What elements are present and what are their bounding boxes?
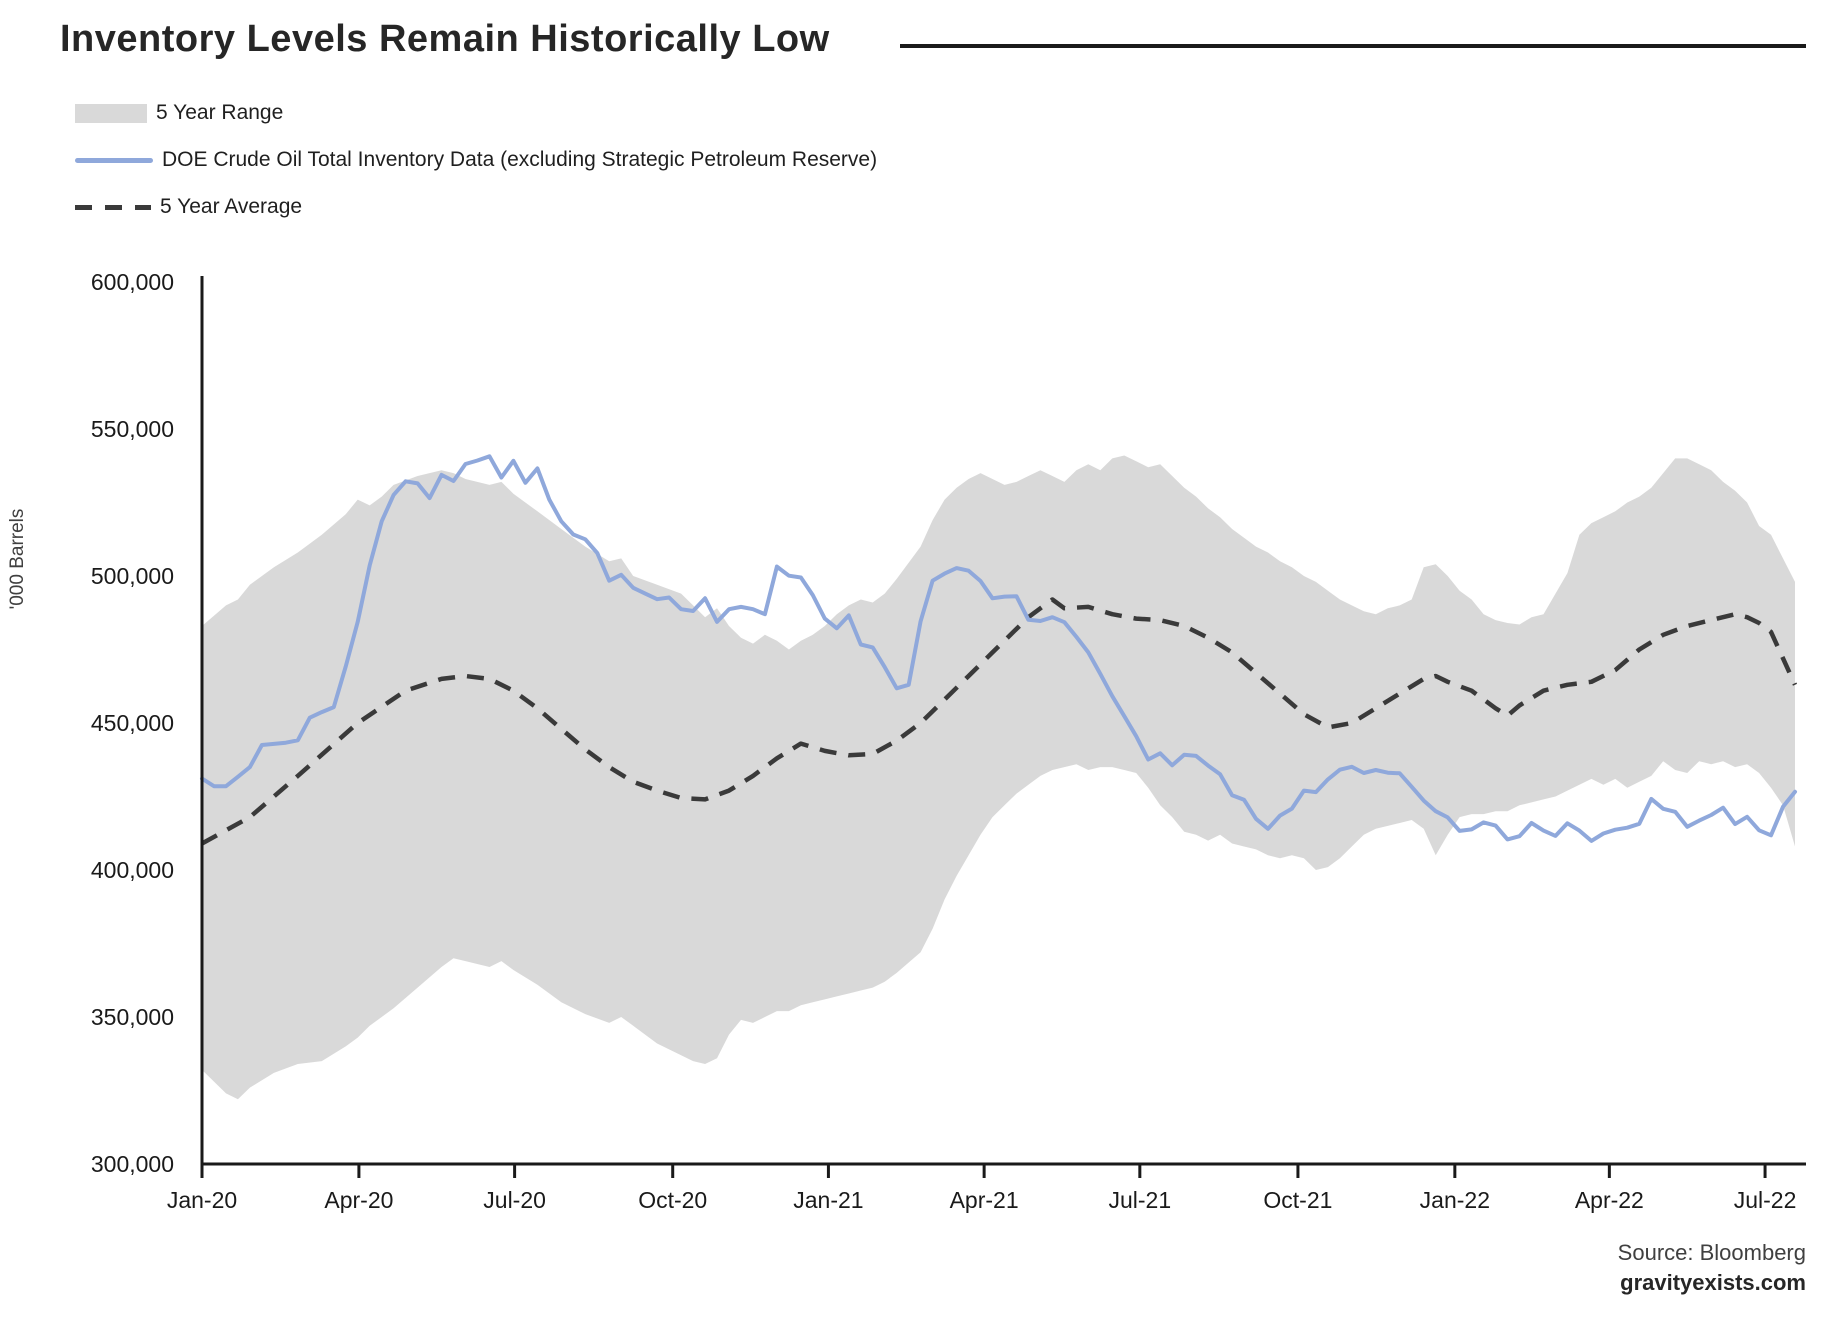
- doe-inventory-line: [200, 454, 1797, 843]
- five-year-range-swatch: [75, 103, 147, 123]
- title-rule: [900, 44, 1806, 48]
- x-tick-label: Apr-21: [950, 1187, 1019, 1213]
- five-year-average-swatch: [75, 204, 151, 210]
- legend-label: 5 Year Average: [160, 195, 303, 218]
- y-tick-label: 500,000: [91, 563, 174, 589]
- y-tick-label: 550,000: [91, 416, 174, 442]
- y-tick-label: 300,000: [91, 1151, 174, 1177]
- legend: 5 Year Range DOE Crude Oil Total Invento…: [75, 98, 877, 239]
- legend-item-five-year-range: 5 Year Range: [75, 98, 877, 128]
- legend-item-doe-inventory: DOE Crude Oil Total Inventory Data (excl…: [75, 145, 877, 175]
- y-tick-label: 350,000: [91, 1004, 174, 1030]
- source-credit: Source: Bloomberg gravityexists.com: [1618, 1238, 1806, 1298]
- y-tick-label: 450,000: [91, 710, 174, 736]
- x-tick-label: Oct-21: [1263, 1187, 1332, 1213]
- x-tick-label: Jan-21: [793, 1187, 863, 1213]
- legend-label: DOE Crude Oil Total Inventory Data (excl…: [162, 148, 878, 171]
- x-tick-label: Jan-20: [167, 1187, 237, 1213]
- x-tick-label: Apr-22: [1575, 1187, 1644, 1213]
- y-tick-label: 600,000: [91, 269, 174, 295]
- x-tick-label: Jan-22: [1420, 1187, 1490, 1213]
- five-year-average-line: [200, 597, 1798, 846]
- page-title: Inventory Levels Remain Historically Low: [60, 18, 830, 60]
- legend-label: 5 Year Range: [156, 101, 284, 124]
- x-tick-label: Jul-21: [1109, 1187, 1172, 1213]
- x-tick-label: Jul-20: [483, 1187, 546, 1213]
- doe-inventory-swatch: [75, 157, 153, 163]
- five-year-range-band: [202, 455, 1795, 1100]
- website-credit: gravityexists.com: [1620, 1270, 1806, 1295]
- legend-item-five-year-average: 5 Year Average: [75, 192, 877, 222]
- y-tick-label: 400,000: [91, 857, 174, 883]
- x-tick-label: Jul-22: [1734, 1187, 1797, 1213]
- x-tick-label: Apr-20: [324, 1187, 393, 1213]
- x-tick-label: Oct-20: [638, 1187, 707, 1213]
- source-line: Source: Bloomberg: [1617, 1240, 1806, 1265]
